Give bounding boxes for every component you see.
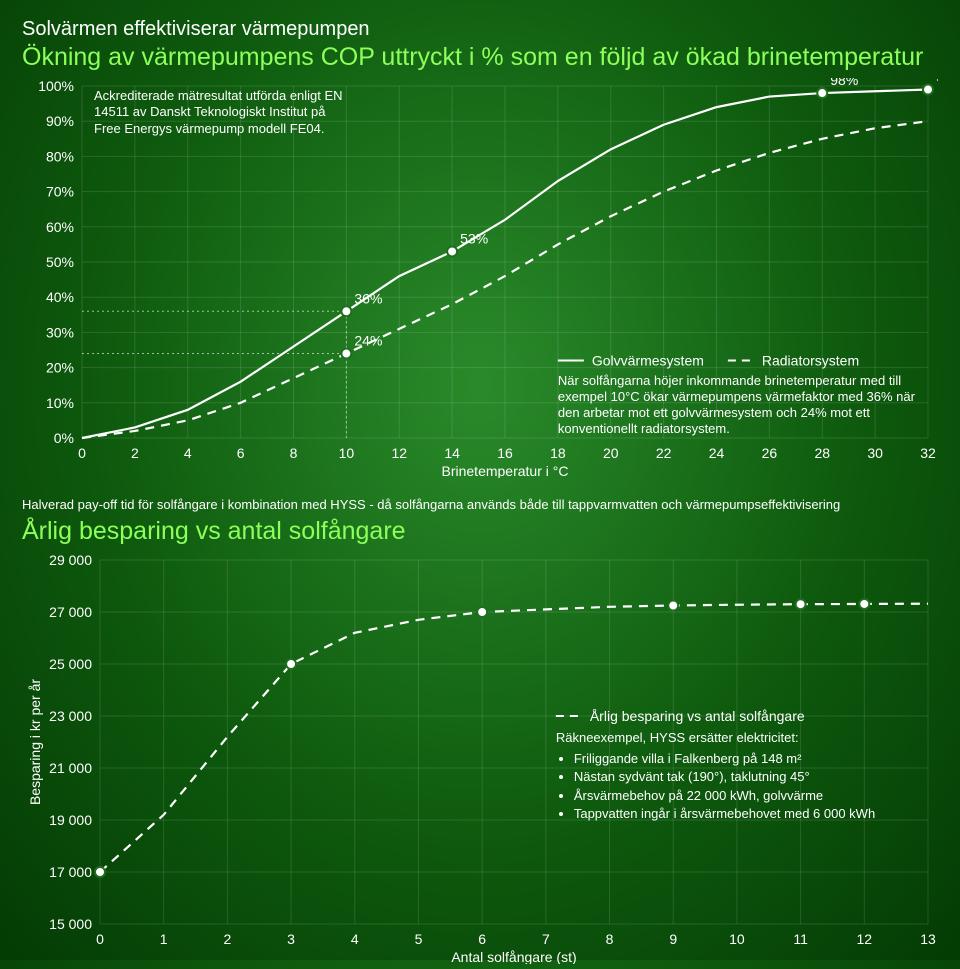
svg-text:30%: 30% [46,324,74,340]
svg-text:7: 7 [542,931,550,947]
svg-text:Golvvärmesystem: Golvvärmesystem [592,353,704,369]
svg-text:32: 32 [920,445,936,461]
svg-text:0: 0 [96,931,104,947]
svg-text:Årlig besparing vs antal solfå: Årlig besparing vs antal solfångare [590,708,805,724]
svg-text:27 000: 27 000 [49,604,92,620]
svg-text:12: 12 [857,931,873,947]
svg-text:98%: 98% [830,78,858,88]
svg-text:19 000: 19 000 [49,812,92,828]
svg-text:10: 10 [729,931,745,947]
svg-text:26: 26 [762,445,778,461]
svg-text:4: 4 [184,445,192,461]
svg-text:20%: 20% [46,360,74,376]
svg-text:22: 22 [656,445,672,461]
svg-text:24%: 24% [354,333,382,349]
svg-text:0: 0 [78,445,86,461]
svg-text:2: 2 [223,931,231,947]
svg-text:12: 12 [391,445,407,461]
svg-text:6: 6 [478,931,486,947]
svg-text:Radiatorsystem: Radiatorsystem [762,353,859,369]
svg-text:3: 3 [287,931,295,947]
chart1-title: Ökning av värmepumpens COP uttryckt i % … [22,43,938,72]
svg-text:Brinetemperatur i °C: Brinetemperatur i °C [442,463,569,478]
chart2: 15 00017 00019 00021 00023 00025 00027 0… [22,552,938,964]
chart1-note: När solfångarna höjer inkommande brinete… [558,373,924,438]
svg-text:9: 9 [669,931,677,947]
chart2-bullets: Friliggande villa i Falkenberg på 148 m²… [556,751,924,824]
svg-text:53%: 53% [460,230,488,246]
svg-text:15 000: 15 000 [49,916,92,932]
svg-text:0%: 0% [54,430,74,446]
svg-text:Besparing i kr per år: Besparing i kr per år [27,679,43,805]
chart1-caption: Ackrediterade mätresultat utförda enligt… [94,88,354,137]
svg-text:29 000: 29 000 [49,552,92,568]
svg-text:10%: 10% [46,395,74,411]
svg-text:Antal solfångare (st): Antal solfångare (st) [451,949,576,964]
svg-text:21 000: 21 000 [49,760,92,776]
svg-text:50%: 50% [46,254,74,270]
svg-text:20: 20 [603,445,619,461]
svg-text:8: 8 [290,445,298,461]
svg-text:100%: 100% [38,78,74,94]
svg-text:16: 16 [497,445,513,461]
svg-text:24: 24 [709,445,725,461]
svg-text:99%: 99% [936,78,938,85]
svg-text:17 000: 17 000 [49,864,92,880]
svg-text:28: 28 [814,445,830,461]
svg-text:70%: 70% [46,184,74,200]
svg-text:60%: 60% [46,219,74,235]
svg-text:40%: 40% [46,289,74,305]
svg-text:30: 30 [867,445,883,461]
svg-text:11: 11 [793,931,808,947]
svg-text:80%: 80% [46,148,74,164]
svg-text:23 000: 23 000 [49,708,92,724]
chart2-info-title: Räkneexempel, HYSS ersätter elektricitet… [556,730,924,746]
svg-text:6: 6 [237,445,245,461]
chart1-supertitle: Solvärmen effektiviserar värmepumpen [22,18,938,41]
chart2-intro: Halverad pay-off tid för solfångare i ko… [22,497,938,513]
svg-text:90%: 90% [46,113,74,129]
svg-text:8: 8 [606,931,614,947]
svg-text:25 000: 25 000 [49,656,92,672]
chart1: 0%10%20%30%40%50%60%70%80%90%100%0246810… [22,78,938,478]
svg-text:13: 13 [920,931,936,947]
svg-text:36%: 36% [354,290,382,306]
svg-text:2: 2 [131,445,139,461]
svg-text:4: 4 [351,931,359,947]
svg-text:5: 5 [415,931,423,947]
svg-text:1: 1 [160,931,168,947]
svg-text:10: 10 [339,445,355,461]
svg-text:14: 14 [444,445,460,461]
svg-text:18: 18 [550,445,566,461]
chart2-title: Årlig besparing vs antal solfångare [22,517,938,546]
